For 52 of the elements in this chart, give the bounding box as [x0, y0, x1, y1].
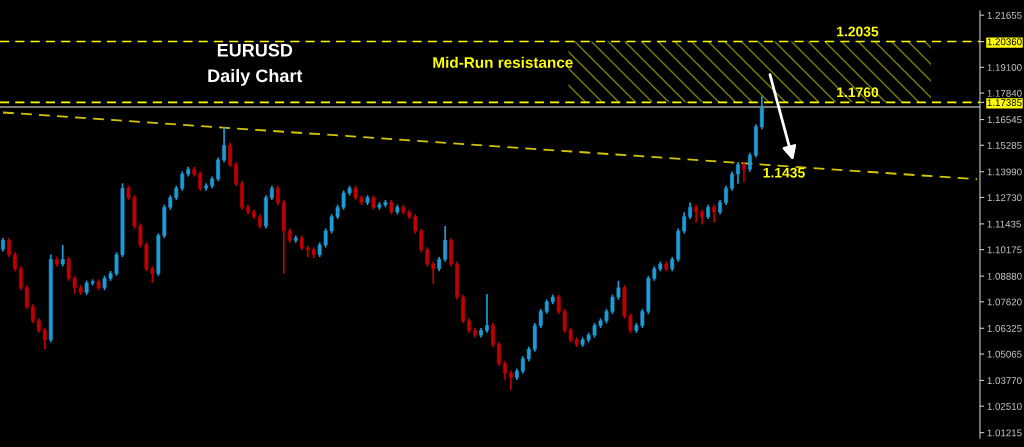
candlestick [18, 265, 23, 292]
candlestick [275, 184, 280, 206]
candlestick [485, 293, 489, 334]
y-tick-label: 1.07620 [987, 298, 1022, 306]
annotation: 1.1760 [837, 87, 879, 98]
y-tick-label: 1.06325 [987, 325, 1022, 332]
candlestick [736, 161, 740, 185]
annotation: 1.2035 [837, 26, 879, 37]
candlestick [747, 151, 752, 173]
y-tick-label: 1.17385 [987, 99, 1022, 106]
y-tick-label: 1.15285 [987, 142, 1022, 149]
candlestick [60, 244, 65, 268]
candlestick [724, 184, 728, 206]
candlestick [222, 125, 226, 164]
candlestick [449, 237, 454, 268]
candlestick [240, 180, 244, 211]
y-tick-label: 1.02510 [987, 402, 1022, 410]
candlestick [497, 341, 501, 367]
y-tick-label: 1.21655 [987, 11, 1022, 19]
y-tick-label: 1.05065 [987, 350, 1022, 358]
candlestick [730, 170, 734, 192]
candlestick [508, 369, 513, 391]
candlestick [42, 327, 47, 351]
candlestick [759, 95, 764, 131]
y-tick-label: 1.19100 [987, 64, 1022, 71]
candlestick [13, 251, 17, 273]
candlestick [24, 284, 29, 311]
text: Daily Chart [208, 68, 303, 86]
candlestick [443, 225, 448, 263]
annotation: 1.1435 [763, 167, 805, 178]
y-tick-label: 1.13990 [987, 168, 1022, 176]
candlestick [503, 360, 507, 381]
candlestick [228, 142, 232, 168]
candlestick [234, 161, 238, 187]
y-tick-label: 1.11435 [987, 220, 1021, 228]
candlestick [30, 303, 35, 325]
y-tick-label: 1.12730 [987, 194, 1022, 202]
candlestick [491, 322, 495, 348]
candlestick [461, 293, 466, 325]
candlestick [742, 161, 746, 183]
y-tick-label: 1.16545 [987, 116, 1022, 124]
y-tick-label: 1.08880 [987, 272, 1022, 280]
y-tick-label: 1.10175 [987, 246, 1022, 254]
candlestick [198, 170, 203, 192]
y-tick-label: 1.17840 [987, 89, 1022, 97]
y-tick-label: 1.20360 [987, 38, 1022, 46]
candlestick [7, 237, 11, 258]
band-label: Mid-Run resistance [433, 56, 573, 68]
text: EURUSD [217, 43, 293, 57]
y-tick-label: 1.03770 [987, 377, 1022, 385]
candlestick [216, 156, 221, 183]
y-tick-label: 1.01215 [987, 429, 1022, 437]
